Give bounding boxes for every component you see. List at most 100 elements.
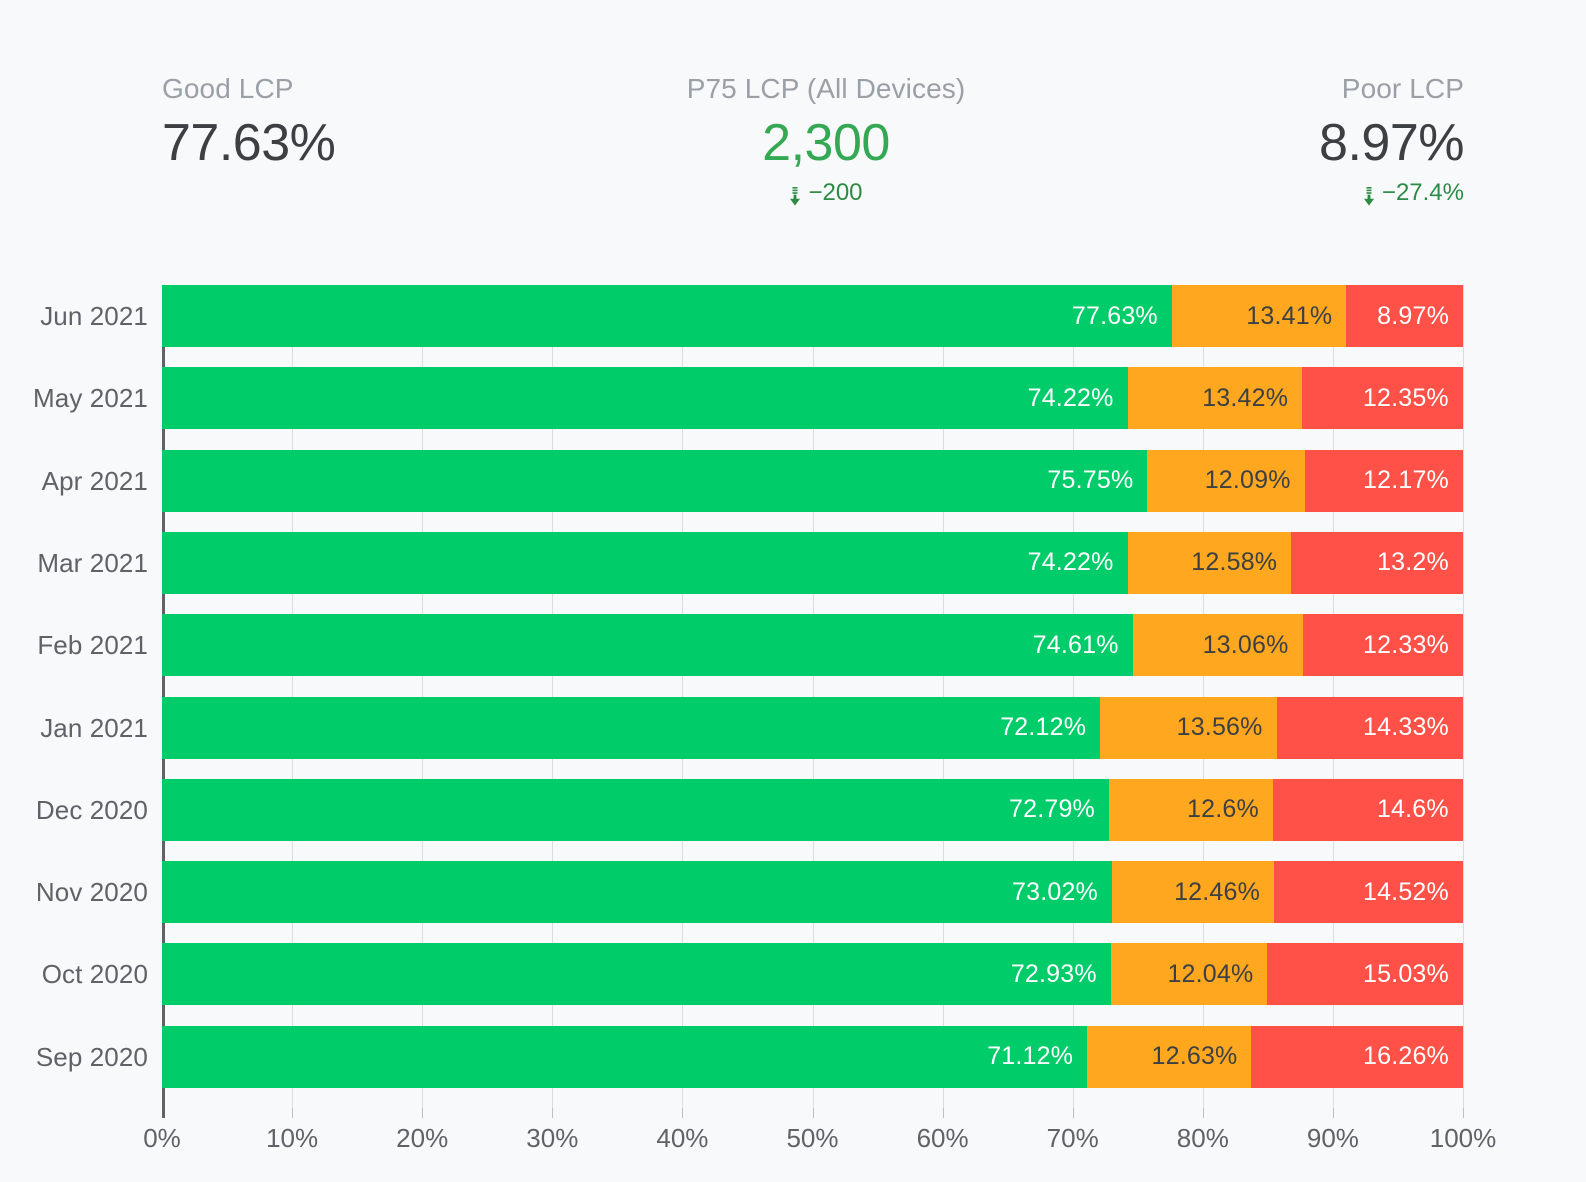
- bar-segment-label: 71.12%: [987, 1042, 1074, 1071]
- bar-segment-label: 8.97%: [1377, 301, 1449, 330]
- x-axis-tick: [552, 1108, 554, 1118]
- bar-segment-poor[interactable]: 14.52%: [1274, 861, 1463, 924]
- bar-segment-good[interactable]: 77.63%: [162, 285, 1172, 347]
- bar-segment-needs[interactable]: 13.56%: [1100, 696, 1277, 759]
- bar-row[interactable]: 71.12% 12.63% 16.26%: [162, 1025, 1463, 1088]
- y-axis-label: Jun 2021: [40, 301, 148, 331]
- bar-segment-good[interactable]: 72.93%: [162, 943, 1111, 1006]
- bar-row[interactable]: 74.61% 13.06% 12.33%: [162, 614, 1463, 677]
- bar-segment-poor[interactable]: 15.03%: [1267, 943, 1463, 1006]
- x-axis-label: 40%: [656, 1123, 709, 1153]
- bar-segment-needs[interactable]: 12.46%: [1111, 861, 1275, 924]
- bar-segment-needs[interactable]: 12.58%: [1127, 531, 1292, 594]
- bar-row[interactable]: 72.93% 12.04% 15.03%: [162, 943, 1463, 1006]
- bar-row[interactable]: 72.79% 12.6% 14.6%: [162, 778, 1463, 841]
- bar-segment-label: 74.22%: [1027, 383, 1114, 412]
- kpi-poor-lcp-value: 8.97%: [1319, 114, 1464, 172]
- bar-row[interactable]: 74.22% 12.58% 13.2%: [162, 531, 1463, 594]
- bar-segment-label: 12.6%: [1187, 795, 1259, 824]
- bar-segment-label: 15.03%: [1362, 959, 1449, 988]
- x-axis-tick: [1072, 1108, 1074, 1118]
- kpi-p75-lcp-delta: −200: [789, 178, 863, 208]
- x-axis-label: 30%: [526, 1123, 579, 1153]
- bar-segment-label: 13.42%: [1202, 383, 1289, 412]
- bar-segment-label: 16.26%: [1363, 1042, 1449, 1071]
- bar-segment-label: 12.58%: [1191, 548, 1278, 577]
- x-axis-tick: [1202, 1108, 1204, 1118]
- bar-segment-label: 12.33%: [1362, 630, 1449, 659]
- bar-segment-poor[interactable]: 14.6%: [1272, 778, 1463, 841]
- kpi-summary-row: Good LCP 77.63% P75 LCP (All Devices) 2,…: [0, 72, 1586, 232]
- x-axis-ticks: [162, 1108, 1464, 1118]
- y-axis-labels: Jun 2021 May 2021 Apr 2021 Mar 2021 Feb 2021…: [0, 285, 148, 1108]
- bar-segment-label: 73.02%: [1011, 877, 1098, 906]
- bar-segment-poor[interactable]: 12.35%: [1302, 367, 1463, 430]
- bar-segment-label: 72.79%: [1008, 795, 1095, 824]
- y-axis-label: Dec 2020: [35, 794, 148, 825]
- bar-segment-needs[interactable]: 13.06%: [1132, 614, 1303, 677]
- x-axis-label: 50%: [786, 1123, 839, 1153]
- bar-segment-poor[interactable]: 14.33%: [1276, 696, 1463, 759]
- bar-segment-good[interactable]: 73.02%: [162, 861, 1112, 924]
- bar-segment-poor[interactable]: 12.17%: [1304, 449, 1463, 512]
- y-axis-label: May 2021: [33, 383, 148, 414]
- bar-segment-needs[interactable]: 12.04%: [1110, 943, 1268, 1006]
- x-axis-label: 90%: [1306, 1123, 1359, 1153]
- bar-segment-label: 14.33%: [1363, 713, 1449, 741]
- bar-segment-label: 14.6%: [1376, 795, 1449, 824]
- bar-segment-needs[interactable]: 12.6%: [1108, 778, 1273, 841]
- bar-segment-needs[interactable]: 13.41%: [1171, 285, 1347, 347]
- bar-segment-poor[interactable]: 8.97%: [1346, 285, 1463, 347]
- bar-segment-label: 12.35%: [1362, 383, 1449, 412]
- bar-segment-poor[interactable]: 13.2%: [1291, 531, 1463, 594]
- bar-segment-poor[interactable]: 16.26%: [1251, 1025, 1463, 1088]
- x-axis-label: 60%: [916, 1123, 969, 1153]
- bar-segment-needs[interactable]: 13.42%: [1127, 367, 1303, 430]
- bar-segment-label: 72.93%: [1010, 959, 1097, 988]
- bar-segment-good[interactable]: 74.22%: [162, 367, 1128, 430]
- y-axis-label: Apr 2021: [41, 465, 148, 496]
- bar-row[interactable]: 73.02% 12.46% 14.52%: [162, 861, 1463, 924]
- x-axis-tick: [162, 1108, 165, 1118]
- chart-plot-area: 77.63% 13.41% 8.97% 74.22% 13.42% 12.35% 75.75…: [162, 285, 1464, 1108]
- x-axis-tick: [292, 1108, 294, 1118]
- x-axis-label: 70%: [1046, 1123, 1099, 1153]
- bar-segment-poor[interactable]: 12.33%: [1302, 614, 1463, 677]
- bar-segment-needs[interactable]: 12.09%: [1147, 449, 1305, 512]
- kpi-poor-lcp-delta-value: −27.4%: [1381, 179, 1464, 206]
- lcp-distribution-chart: 77.63% 13.41% 8.97% 74.22% 13.42% 12.35% 75.75…: [0, 270, 1586, 1182]
- y-axis-label: Feb 2021: [37, 630, 148, 661]
- bar-segment-good[interactable]: 71.12%: [162, 1025, 1088, 1088]
- bar-segment-label: 77.63%: [1071, 301, 1158, 330]
- x-axis-tick: [1332, 1108, 1334, 1118]
- bar-row[interactable]: 77.63% 13.41% 8.97%: [162, 285, 1463, 347]
- bar-row[interactable]: 75.75% 12.09% 12.17%: [162, 449, 1463, 512]
- x-axis-label: 0%: [143, 1123, 181, 1153]
- bar-segment-label: 74.61%: [1032, 630, 1119, 659]
- bar-segment-label: 13.56%: [1176, 713, 1263, 741]
- kpi-p75-lcp-label: P75 LCP (All Devices): [686, 73, 966, 104]
- bar-row[interactable]: 74.22% 13.42% 12.35%: [162, 367, 1463, 430]
- bar-segment-good[interactable]: 74.22%: [162, 531, 1128, 594]
- bar-segment-label: 12.09%: [1204, 466, 1291, 495]
- kpi-poor-lcp: Poor LCP 8.97% −27.4%: [1004, 72, 1464, 208]
- bar-segment-label: 13.41%: [1246, 301, 1333, 330]
- x-axis-tick: [422, 1108, 424, 1118]
- arrow-down-icon: [789, 184, 801, 206]
- bar-segment-label: 12.46%: [1174, 877, 1261, 906]
- kpi-good-lcp-value: 77.63%: [162, 114, 336, 172]
- bar-segment-good[interactable]: 74.61%: [162, 614, 1133, 677]
- x-axis-label: 20%: [396, 1123, 449, 1153]
- bar-segment-good[interactable]: 75.75%: [162, 449, 1148, 512]
- x-axis-label: 10%: [266, 1123, 319, 1153]
- kpi-p75-lcp-value: 2,300: [762, 114, 890, 172]
- bar-row[interactable]: 72.12% 13.56% 14.33%: [162, 696, 1463, 759]
- bar-segment-label: 14.52%: [1362, 877, 1449, 906]
- bar-segment-needs[interactable]: 12.63%: [1087, 1025, 1252, 1088]
- bar-segment-label: 75.75%: [1047, 466, 1134, 495]
- kpi-p75-lcp: P75 LCP (All Devices) 2,300 −200: [596, 72, 1056, 208]
- bar-segment-good[interactable]: 72.12%: [162, 696, 1101, 759]
- bar-segment-good[interactable]: 72.79%: [162, 778, 1109, 841]
- y-axis-label: Mar 2021: [37, 547, 148, 578]
